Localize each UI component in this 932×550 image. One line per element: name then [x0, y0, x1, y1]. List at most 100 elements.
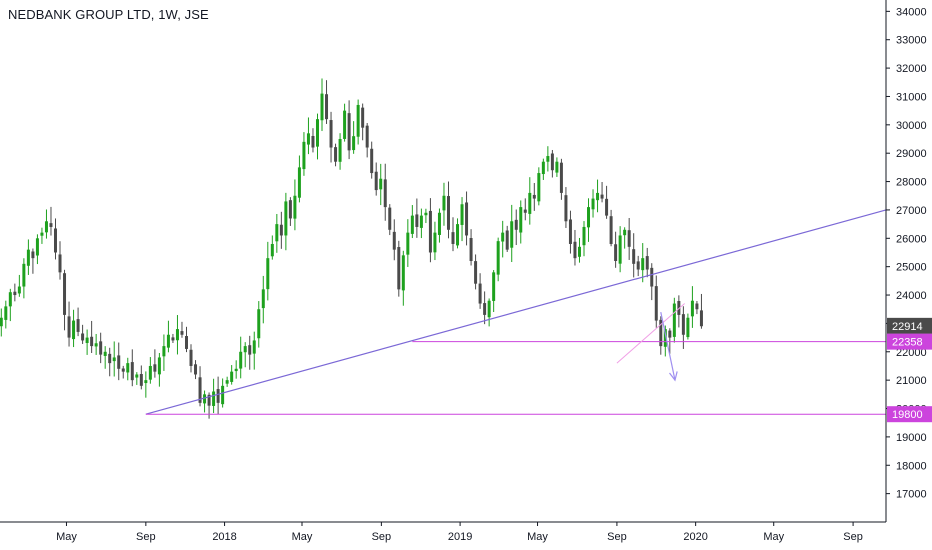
candle-body [31, 251, 35, 259]
price-label-box [887, 406, 932, 423]
candle-body [266, 258, 270, 290]
candle-body [686, 317, 690, 338]
candle-body [239, 351, 243, 369]
projection-arrow-shaft [660, 311, 676, 381]
candle-body [564, 195, 568, 222]
y-tick-label: 18000 [896, 460, 927, 472]
candle-body [306, 133, 310, 145]
candle-body [184, 336, 188, 349]
candle-body [397, 247, 401, 290]
candle-body [550, 153, 554, 171]
candle-body [207, 394, 211, 406]
candle-body [166, 334, 170, 348]
candle-body [180, 331, 184, 335]
projection-arrow-head [669, 371, 678, 382]
candle-body [117, 355, 121, 369]
y-tick-label: 22000 [896, 347, 927, 359]
candle-body [618, 235, 622, 264]
candle-body [302, 141, 306, 170]
candle-body [53, 228, 57, 253]
y-tick-label: 32000 [896, 63, 927, 75]
candle-body [487, 300, 491, 318]
candle-body [26, 249, 30, 266]
candle-body [212, 391, 216, 406]
y-tick-label: 19000 [896, 432, 927, 444]
candle-body [198, 377, 202, 403]
candle-body [67, 316, 71, 338]
price-label-text: 22914 [892, 321, 923, 333]
candle-body [433, 232, 437, 253]
candle-body [388, 207, 392, 230]
candle-body [288, 200, 292, 219]
candle-body [523, 209, 527, 213]
candle-body [537, 173, 541, 202]
candle-body [465, 202, 469, 236]
candle-body [320, 93, 324, 121]
y-tick-label: 26000 [896, 233, 927, 245]
candle-body [415, 214, 419, 227]
candle-body [194, 364, 198, 375]
x-tick-label: Sep [372, 531, 392, 543]
candle-body [203, 394, 207, 404]
y-tick-label: 31000 [896, 91, 927, 103]
candle-body [261, 289, 265, 309]
candle-body [225, 380, 229, 384]
candle-body [4, 306, 8, 320]
candle-body [72, 320, 76, 340]
y-tick-label: 29000 [896, 148, 927, 160]
candle-body [162, 346, 166, 357]
candle-body [532, 194, 536, 199]
candle-body [392, 231, 396, 250]
x-tick-label: 2019 [448, 531, 472, 543]
candle-body [356, 104, 360, 137]
candle-body [424, 212, 428, 216]
candle-body [343, 110, 347, 139]
candle-body [668, 330, 672, 338]
candle-body [279, 224, 283, 236]
price-label-box [887, 317, 932, 334]
candle-body [85, 337, 89, 344]
x-tick-label: May [527, 531, 548, 543]
candle-body [568, 219, 572, 244]
candle-body [248, 345, 252, 355]
candle-body [591, 198, 595, 210]
candle-body [605, 198, 609, 216]
candle-body [35, 238, 39, 256]
candle-body [510, 221, 514, 248]
candle-body [230, 371, 234, 382]
candle-body [90, 336, 94, 347]
candle-body [528, 192, 532, 214]
candle-body [519, 207, 523, 233]
candle-body [135, 374, 139, 378]
candle-body [505, 230, 509, 250]
candle-body [546, 156, 550, 162]
candle-body [600, 194, 604, 199]
candle-body [216, 389, 220, 403]
candle-body [243, 346, 247, 353]
candle-body [663, 329, 667, 347]
candle-body [171, 337, 175, 341]
candle-body [189, 349, 193, 366]
candle-body [695, 303, 699, 310]
candle-body [112, 357, 116, 362]
candle-body [44, 221, 48, 233]
candles-layer [0, 78, 703, 419]
channel-line [616, 303, 685, 364]
candle-body [573, 241, 577, 259]
candle-body [699, 310, 703, 327]
candle-body [614, 244, 618, 261]
candle-body [153, 364, 157, 372]
candle-body [352, 136, 356, 151]
y-tick-label: 33000 [896, 35, 927, 47]
candle-body [677, 301, 681, 315]
candle-body [437, 212, 441, 235]
candle-body [275, 224, 279, 242]
candle-body [587, 207, 591, 228]
candle-body [108, 353, 112, 364]
y-tick-label: 27000 [896, 205, 927, 217]
candle-body [121, 368, 125, 372]
candle-body [365, 125, 369, 148]
candle-body [0, 317, 3, 327]
